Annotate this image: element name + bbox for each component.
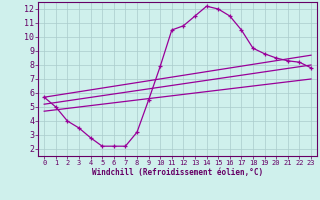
X-axis label: Windchill (Refroidissement éolien,°C): Windchill (Refroidissement éolien,°C) xyxy=(92,168,263,177)
